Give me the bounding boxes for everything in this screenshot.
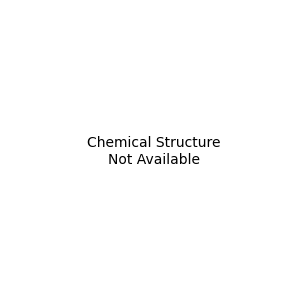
Text: Chemical Structure
Not Available: Chemical Structure Not Available	[87, 136, 220, 166]
